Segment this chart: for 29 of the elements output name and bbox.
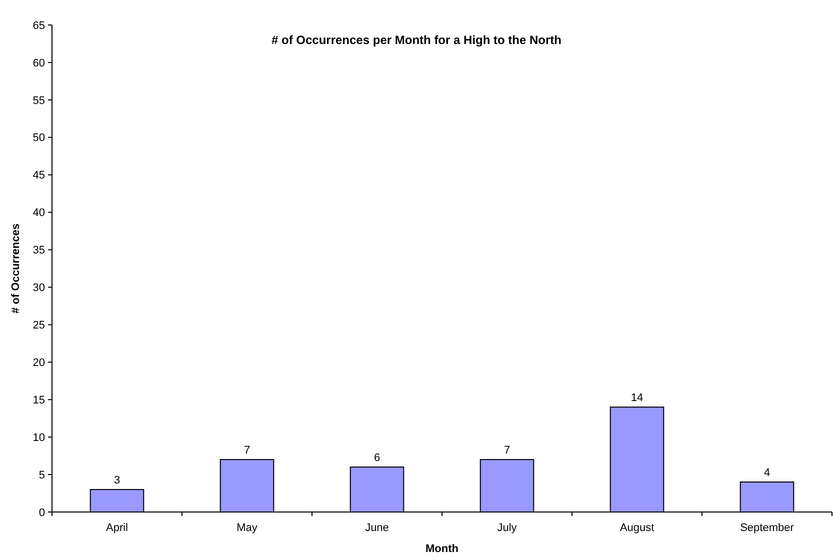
y-tick-label: 65: [32, 20, 45, 32]
x-tick-label: July: [497, 522, 518, 534]
y-tick-label: 55: [32, 94, 45, 107]
y-tick-label: 50: [32, 132, 45, 144]
x-tick-label: August: [620, 522, 654, 534]
y-tick-label: 45: [32, 170, 45, 182]
y-tick-label: 30: [32, 282, 45, 294]
data-label: 7: [244, 444, 250, 457]
data-label: 7: [504, 444, 510, 457]
x-tick-label: June: [365, 522, 389, 534]
x-tick-label: May: [236, 522, 258, 534]
data-label: 4: [764, 467, 770, 480]
text: # of Occurrences per Month for a High to the North: [271, 33, 562, 47]
x-tick-label: September: [740, 522, 794, 534]
y-tick-label: 60: [32, 57, 45, 70]
y-tick-label: 10: [32, 432, 45, 444]
data-label: 3: [114, 474, 120, 487]
x-tick-label: April: [106, 522, 128, 534]
data-label: 14: [630, 392, 644, 404]
y-tick-label: 15: [32, 394, 45, 406]
y-tick-label: 0: [38, 506, 45, 519]
y-tick-label: 5: [38, 469, 45, 482]
y-tick-label: 40: [32, 207, 45, 220]
data-label: 6: [374, 452, 380, 464]
y-axis-title: # of Occurrences: [10, 224, 22, 314]
y-tick-label: 25: [32, 320, 45, 332]
y-tick-label: 20: [32, 357, 45, 370]
x-axis-title: Month: [426, 543, 459, 555]
y-tick-label: 35: [32, 244, 45, 257]
